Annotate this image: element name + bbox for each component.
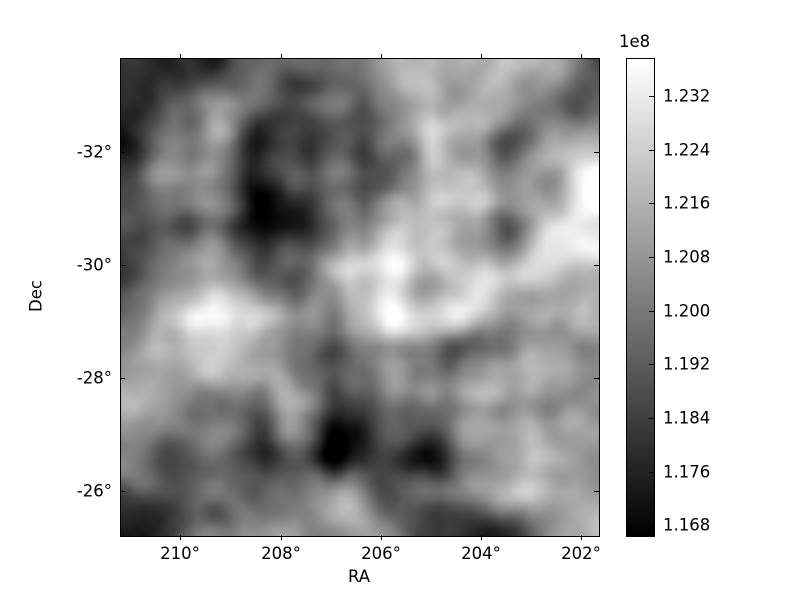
colorbar-tick-label: 1.176 bbox=[663, 462, 711, 482]
x-tick-bottom bbox=[381, 535, 382, 540]
colorbar-tick bbox=[649, 96, 654, 97]
x-tick-label: 208° bbox=[261, 544, 301, 563]
colorbar-tick bbox=[649, 364, 654, 365]
y-tick-left bbox=[120, 152, 125, 153]
colorbar-tick bbox=[649, 525, 654, 526]
x-tick-top bbox=[581, 54, 582, 59]
y-tick-right bbox=[594, 378, 599, 379]
y-tick-right bbox=[594, 265, 599, 266]
x-tick-top bbox=[281, 54, 282, 59]
y-tick-left bbox=[120, 378, 125, 379]
y-tick-label: -28° bbox=[76, 368, 112, 388]
x-tick-bottom bbox=[581, 535, 582, 540]
colorbar-tick-label: 1.184 bbox=[663, 408, 711, 428]
x-tick-label: 204° bbox=[461, 544, 501, 563]
x-tick-label: 210° bbox=[160, 544, 200, 563]
colorbar-tick-label: 1.168 bbox=[663, 515, 711, 535]
y-tick-right bbox=[594, 152, 599, 153]
y-tick-right bbox=[594, 491, 599, 492]
colorbar-gradient bbox=[626, 58, 655, 537]
colorbar-offset-text: 1e8 bbox=[619, 32, 651, 51]
y-tick-left bbox=[120, 265, 125, 266]
colorbar-tick-label: 1.232 bbox=[663, 86, 711, 106]
y-tick-label: -26° bbox=[76, 481, 112, 501]
sky-map-axes[interactable] bbox=[120, 58, 600, 537]
x-tick-label: 206° bbox=[361, 544, 401, 563]
x-tick-top bbox=[381, 54, 382, 59]
colorbar-tick bbox=[649, 203, 654, 204]
x-tick-bottom bbox=[481, 535, 482, 540]
colorbar-tick bbox=[649, 418, 654, 419]
colorbar[interactable] bbox=[626, 58, 655, 537]
y-tick-label: -30° bbox=[76, 255, 112, 275]
colorbar-tick bbox=[649, 472, 654, 473]
colorbar-tick bbox=[649, 150, 654, 151]
y-tick-left bbox=[120, 491, 125, 492]
colorbar-tick-label: 1.200 bbox=[663, 301, 711, 321]
x-tick-top bbox=[180, 54, 181, 59]
x-axis-title: RA bbox=[347, 567, 371, 586]
colorbar-tick-label: 1.192 bbox=[663, 354, 711, 374]
colorbar-tick-label: 1.208 bbox=[663, 247, 711, 267]
colorbar-tick-label: 1.216 bbox=[663, 193, 711, 213]
x-tick-label: 202° bbox=[561, 544, 601, 563]
colorbar-tick bbox=[649, 311, 654, 312]
x-tick-top bbox=[481, 54, 482, 59]
x-tick-bottom bbox=[281, 535, 282, 540]
x-tick-bottom bbox=[180, 535, 181, 540]
sky-map-image bbox=[121, 59, 599, 536]
y-tick-label: -32° bbox=[76, 142, 112, 162]
y-axis-title: Dec bbox=[26, 280, 46, 312]
colorbar-tick bbox=[649, 257, 654, 258]
colorbar-tick-label: 1.224 bbox=[663, 140, 711, 160]
